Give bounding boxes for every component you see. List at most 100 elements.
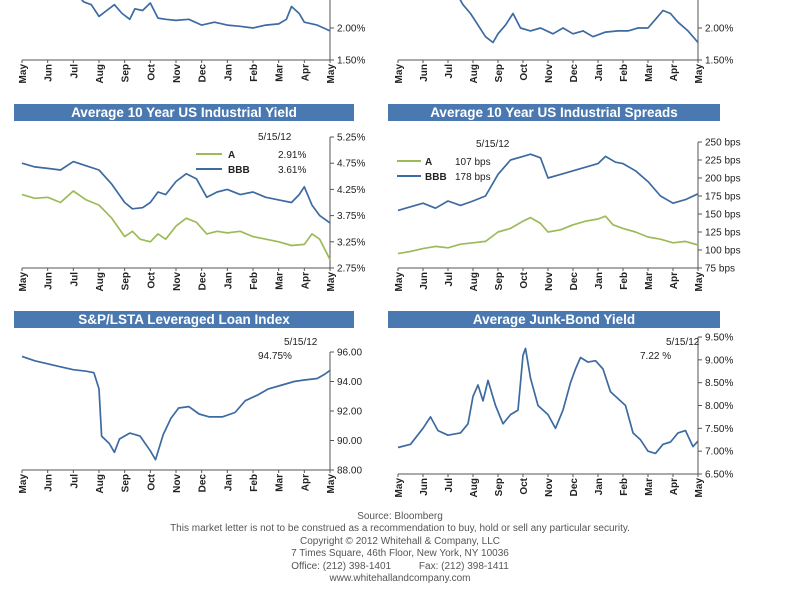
series-line-bbb [397, 153, 699, 212]
y-tick-label: 7.50% [705, 424, 733, 435]
x-tick-label: Nov [172, 272, 183, 291]
y-tick-label: 4.25% [337, 185, 365, 196]
series-line [397, 347, 699, 455]
x-tick-label: Oct [146, 271, 157, 288]
y-tick-label: 100 bps [705, 246, 741, 257]
y-tick-label: 1.50% [337, 56, 365, 67]
y-tick-label: 2.50% [705, 0, 733, 3]
x-tick-label: Feb [619, 272, 630, 290]
y-tick-label: 88.00 [337, 466, 362, 477]
x-tick-label: Jul [69, 474, 80, 489]
x-tick-label: May [326, 272, 337, 292]
x-tick-label: Nov [172, 64, 183, 83]
chart-title: Average 10 Year US Industrial Spreads [430, 105, 678, 120]
y-tick-label: 90.00 [337, 436, 362, 447]
chart-title-bar [14, 104, 354, 121]
x-tick-label: Jul [444, 272, 455, 287]
x-tick-label: Feb [249, 64, 260, 82]
y-tick-label: 2.00% [705, 24, 733, 35]
y-tick-label: 94.00 [337, 377, 362, 388]
x-tick-label: Jan [223, 64, 234, 81]
x-tick-label: Jan [594, 272, 605, 289]
x-tick-label: Jan [594, 64, 605, 81]
x-tick-label: May [694, 478, 705, 498]
y-tick-label: 3.25% [337, 237, 365, 248]
x-tick-label: May [18, 272, 29, 292]
x-tick-label: Mar [644, 64, 655, 82]
x-tick-label: Jun [419, 478, 430, 496]
series-line-a [21, 190, 331, 260]
x-tick-label: Jun [419, 64, 430, 82]
chart-junk-yield: Average Junk-Bond Yield 9.50% 9.00% 8.50% 8.… [388, 311, 733, 497]
footer-source: Source: Bloomberg [357, 511, 443, 522]
chart-title: S&P/LSTA Leveraged Loan Index [78, 312, 290, 327]
y-tick-label: 250 bps [705, 138, 741, 149]
x-tick-label: Apr [300, 64, 311, 81]
legend-label: BBB [228, 165, 250, 176]
chart-title: Average 10 Year US Industrial Yield [71, 105, 297, 120]
x-tick-label: Mar [275, 474, 286, 492]
x-tick-label: Sep [494, 64, 505, 82]
chart-title-bar [388, 311, 720, 328]
y-tick-label: 9.50% [705, 333, 733, 344]
x-tick-label: Apr [669, 64, 680, 81]
footer-website[interactable]: www.whitehallandcompany.com [329, 573, 471, 585]
x-tick-label: Nov [172, 474, 183, 493]
x-tick-label: May [394, 272, 405, 292]
x-tick-label: Dec [198, 272, 209, 291]
x-tick-label: Apr [669, 478, 680, 495]
chart-top-left: 2.50%2.00%1.50%MayJunJulAugSepOctNovDecJ… [18, 0, 365, 83]
x-tick-label: Sep [494, 478, 505, 496]
y-tick-label: 150 bps [705, 210, 741, 221]
x-tick-label: Nov [544, 478, 555, 497]
x-tick-label: Jun [419, 272, 430, 290]
x-tick-label: Oct [519, 271, 530, 288]
y-tick-label: 175 bps [705, 192, 741, 203]
x-tick-label: Dec [569, 64, 580, 83]
x-tick-label: Aug [95, 474, 106, 493]
x-tick-label: Aug [469, 64, 480, 83]
chart-top-right: 2.50%2.00%1.50%MayJunJulAugSepOctNovDecJ… [394, 0, 733, 83]
x-tick-label: Feb [619, 478, 630, 496]
chart-title: Average Junk-Bond Yield [473, 312, 635, 327]
x-tick-label: Aug [469, 478, 480, 497]
x-tick-label: Apr [669, 272, 680, 289]
x-tick-label: Feb [249, 474, 260, 492]
y-tick-label: 75 bps [705, 264, 735, 275]
x-tick-label: Dec [569, 272, 580, 291]
x-tick-label: Jan [223, 474, 234, 491]
x-tick-label: May [326, 64, 337, 84]
y-tick-label: 3.75% [337, 211, 365, 222]
y-tick-label: 125 bps [705, 228, 741, 239]
x-tick-label: Dec [198, 64, 209, 83]
x-tick-label: Mar [644, 478, 655, 496]
y-tick-label: 6.50% [705, 470, 733, 481]
series-line-a [397, 215, 699, 255]
x-tick-label: Jun [44, 474, 55, 492]
x-tick-label: Sep [494, 272, 505, 290]
y-tick-label: 8.00% [705, 401, 733, 412]
x-tick-label: Dec [569, 478, 580, 497]
chart-title-bar [388, 104, 720, 121]
x-tick-label: May [394, 64, 405, 84]
x-tick-label: Aug [469, 272, 480, 291]
x-tick-label: May [694, 64, 705, 84]
annotation-value: 178 bps [455, 172, 491, 183]
chart-loan-index: S&P/LSTA Leveraged Loan Index 96.00 94.00 9… [14, 311, 362, 493]
legend-label: A [228, 150, 235, 161]
x-tick-label: May [394, 478, 405, 498]
x-tick-label: Jun [44, 272, 55, 290]
x-tick-label: Aug [95, 64, 106, 83]
x-tick-label: Feb [249, 272, 260, 290]
annotation-value: 2.91% [278, 150, 306, 161]
annotation-value: 107 bps [455, 157, 491, 168]
x-tick-label: Apr [300, 474, 311, 491]
y-tick-label: 5.25% [337, 133, 365, 144]
y-tick-label: 200 bps [705, 174, 741, 185]
x-tick-label: Sep [121, 272, 132, 290]
x-tick-label: Oct [519, 63, 530, 80]
x-tick-label: Jan [594, 478, 605, 495]
annotation-value: 94.75% [258, 351, 292, 362]
footer-copyright: Copyright © 2012 Whitehall & Company, LL… [299, 535, 501, 547]
